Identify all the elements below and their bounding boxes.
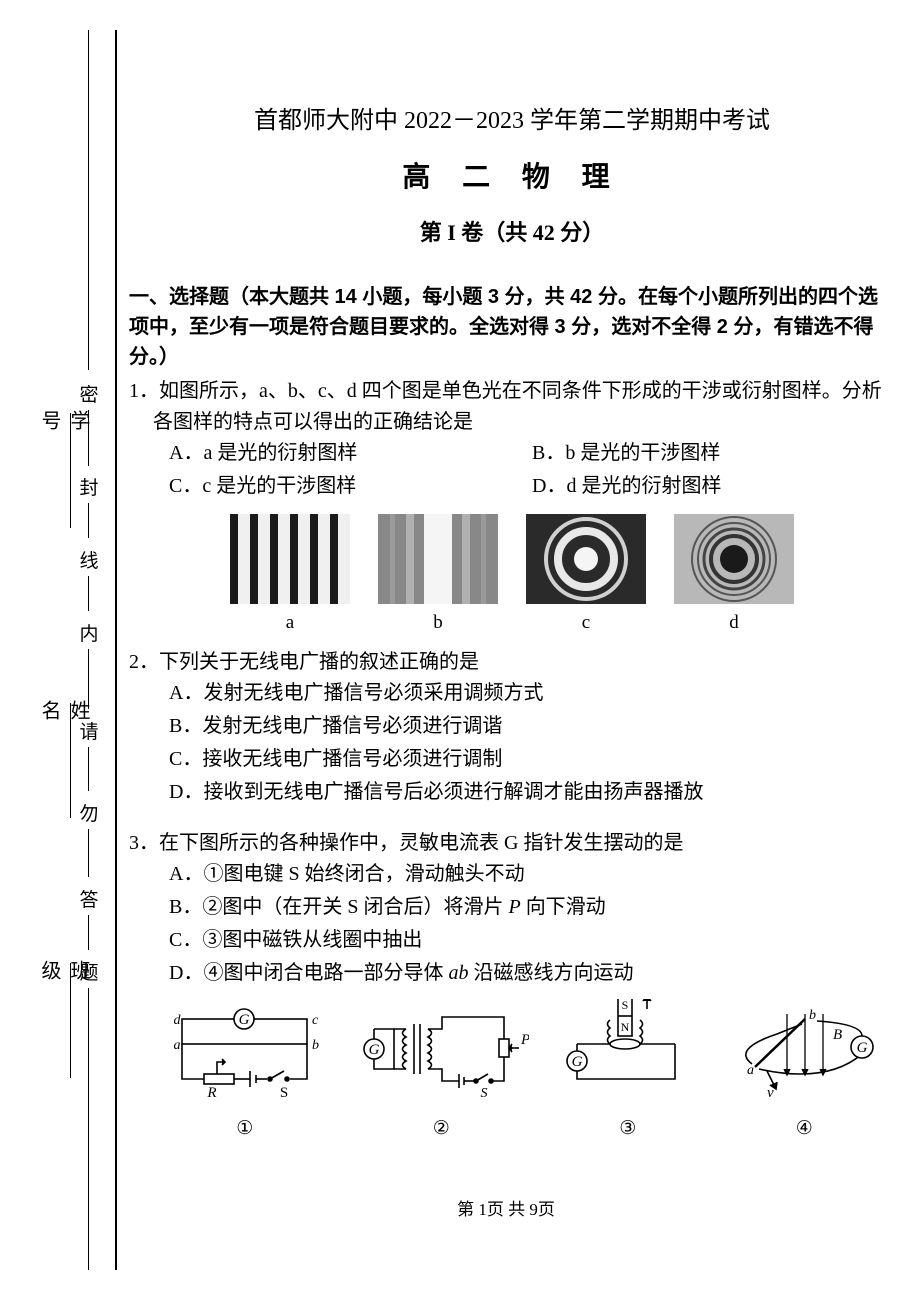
q1-fig-c-label: c <box>582 612 590 633</box>
svg-text:P: P <box>520 1032 529 1048</box>
q3-circuit-1: G d c a b R S ① <box>162 999 327 1143</box>
q2-option-a: A．发射无线电广播信号必须采用调频方式 <box>169 678 543 709</box>
q1-stem: 1．如图所示，a、b、c、d 四个图是单色光在不同条件下形成的干涉或衍射图样。分… <box>129 376 895 438</box>
svg-text:S: S <box>280 1085 288 1101</box>
question-1: 1．如图所示，a、b、c、d 四个图是单色光在不同条件下形成的干涉或衍射图样。分… <box>129 376 895 637</box>
seal-line-5 <box>88 649 89 709</box>
circuit-1-svg: G d c a b R S <box>162 999 327 1104</box>
seal-line-4 <box>88 576 89 611</box>
q1-option-b: B．b 是光的干涉图样 <box>532 438 895 469</box>
seal-ti: 题 <box>78 958 100 985</box>
page-number: 第 1页 共 9页 <box>117 1195 895 1220</box>
svg-text:R: R <box>207 1085 217 1101</box>
question-3: 3．在下图所示的各种操作中，灵敏电流表 G 指针发生摆动的是 A．①图电键 S … <box>129 828 895 1143</box>
section-intro: 一、选择题（本大题共 14 小题，每小题 3 分，共 42 分。在每个小题所列出… <box>129 282 895 372</box>
q1-fig-b: b <box>378 514 498 637</box>
q2-option-b: B．发射无线电广播信号必须进行调谐 <box>169 711 502 742</box>
exam-subtitle: 高 二 物 理 <box>129 155 895 195</box>
q3-options: A．①图电键 S 始终闭合，滑动触头不动 B．②图中（在开关 S 闭合后）将滑片… <box>129 859 895 991</box>
seal-line-7 <box>88 829 89 877</box>
line-xuehao <box>70 413 71 528</box>
q3-circuit-2: G P S ② <box>354 999 529 1143</box>
q3-option-d: D．④图中闭合电路一部分导体 ab 沿磁感线方向运动 <box>169 958 633 989</box>
q3-d-post: 沿磁感线方向运动 <box>468 962 633 984</box>
circuit-4-svg: G a b B v <box>727 999 882 1104</box>
part-title: 第 I 卷（共 42 分） <box>129 215 895 247</box>
question-2: 2．下列关于无线电广播的叙述正确的是 A．发射无线电广播信号必须采用调频方式 B… <box>129 647 895 810</box>
diffraction-pattern-b <box>378 514 498 604</box>
svg-text:S: S <box>622 999 629 1012</box>
svg-text:N: N <box>621 1020 630 1034</box>
q1-fig-c: c <box>526 514 646 637</box>
circuit-2-svg: G P S <box>354 999 529 1104</box>
ring-pattern-d <box>674 514 794 604</box>
q2-options: A．发射无线电广播信号必须采用调频方式 B．发射无线电广播信号必须进行调谐 C．… <box>129 678 895 810</box>
q3-option-b: B．②图中（在开关 S 闭合后）将滑片 P 向下滑动 <box>169 892 606 923</box>
q2-option-d: D．接收到无线电广播信号后必须进行解调才能由扬声器播放 <box>169 777 703 808</box>
q3-b-pre: B．②图中（在开关 S 闭合后）将滑片 <box>169 896 508 918</box>
seal-da: 答 <box>78 885 100 912</box>
seal-wu: 勿 <box>78 799 100 826</box>
header: 首都师大附中 2022－2023 学年第二学期期中考试 高 二 物 理 第 I … <box>129 100 895 247</box>
svg-text:d: d <box>174 1013 182 1028</box>
svg-text:b: b <box>809 1008 816 1023</box>
q2-option-c: C．接收无线电广播信号必须进行调制 <box>169 744 502 775</box>
q3-circuit-1-label: ① <box>162 1114 327 1143</box>
q3-circuit-3-label: ③ <box>555 1114 700 1143</box>
seal-column: 密 封 线 内 请 勿 答 题 <box>78 30 100 1270</box>
q3-d-pre: D．④图中闭合电路一部分导体 <box>169 962 448 984</box>
q1-figures: a b c <box>129 514 895 637</box>
q1-option-c: C．c 是光的干涉图样 <box>169 471 532 502</box>
seal-xian: 线 <box>78 546 100 573</box>
q1-fig-b-label: b <box>433 612 443 633</box>
q3-option-c: C．③图中磁铁从线圈中抽出 <box>169 925 422 956</box>
q1-fig-d-label: d <box>729 612 739 633</box>
ring-pattern-c <box>526 514 646 604</box>
seal-line-3 <box>88 503 89 538</box>
seal-qing: 请 <box>78 717 100 744</box>
seal-line-2 <box>88 410 89 466</box>
svg-text:S: S <box>480 1086 487 1101</box>
seal-line-6 <box>88 747 89 791</box>
q3-b-post: 向下滑动 <box>521 896 606 918</box>
q3-circuit-2-label: ② <box>354 1114 529 1143</box>
q3-circuit-3: G S N ③ <box>555 999 700 1143</box>
seal-feng: 封 <box>78 473 100 500</box>
exam-title: 首都师大附中 2022－2023 学年第二学期期中考试 <box>129 100 895 135</box>
svg-text:B: B <box>833 1027 842 1043</box>
q3-circuit-4: G a b B v ④ <box>727 999 882 1143</box>
q1-fig-a-label: a <box>286 612 294 633</box>
q3-circuit-4-label: ④ <box>727 1114 882 1143</box>
seal-nei: 内 <box>78 619 100 646</box>
svg-text:v: v <box>767 1085 774 1101</box>
svg-text:G: G <box>239 1012 250 1028</box>
q3-stem: 3．在下图所示的各种操作中，灵敏电流表 G 指针发生摆动的是 <box>129 828 895 859</box>
q1-option-d: D．d 是光的衍射图样 <box>532 471 895 502</box>
seal-line-9 <box>88 988 89 1270</box>
svg-text:b: b <box>312 1038 319 1053</box>
svg-text:a: a <box>174 1038 181 1053</box>
svg-text:a: a <box>747 1063 754 1078</box>
q1-option-a: A．a 是光的衍射图样 <box>169 438 532 469</box>
interference-pattern-a <box>230 514 350 604</box>
q1-fig-d: d <box>674 514 794 637</box>
q3-d-ab: ab <box>448 962 468 984</box>
svg-text:G: G <box>856 1040 867 1056</box>
line-xingming <box>70 703 71 818</box>
q1-fig-a: a <box>230 514 350 637</box>
q3-b-p: P <box>508 896 520 918</box>
circuit-3-svg: G S N <box>555 999 700 1104</box>
svg-text:G: G <box>572 1054 583 1070</box>
seal-line-1 <box>88 30 89 370</box>
q3-circuits: G d c a b R S ① <box>129 999 895 1143</box>
seal-line-8 <box>88 915 89 950</box>
page-content: 首都师大附中 2022－2023 学年第二学期期中考试 高 二 物 理 第 I … <box>115 30 895 1270</box>
seal-mi: 密 <box>78 380 100 407</box>
q3-option-a: A．①图电键 S 始终闭合，滑动触头不动 <box>169 859 525 890</box>
q2-stem: 2．下列关于无线电广播的叙述正确的是 <box>129 647 895 678</box>
svg-text:c: c <box>312 1013 319 1028</box>
line-banji <box>70 963 71 1078</box>
q1-options: A．a 是光的衍射图样 B．b 是光的干涉图样 C．c 是光的干涉图样 D．d … <box>129 438 895 504</box>
svg-text:G: G <box>368 1042 379 1058</box>
